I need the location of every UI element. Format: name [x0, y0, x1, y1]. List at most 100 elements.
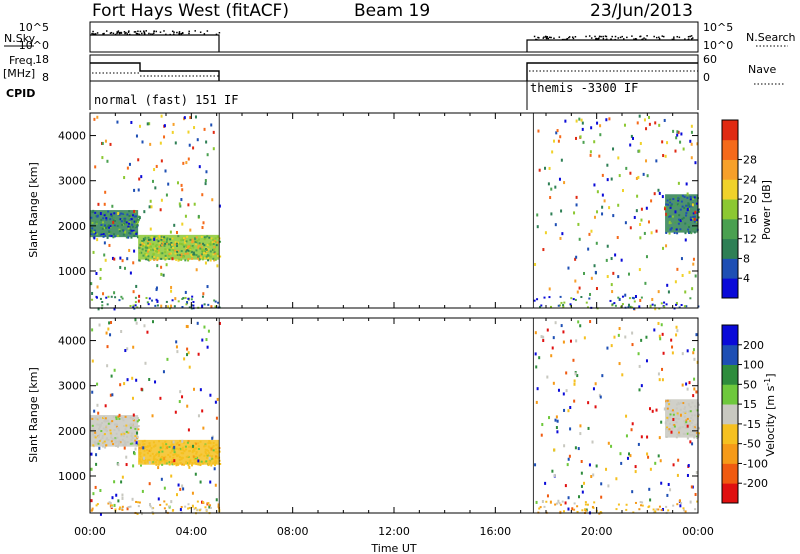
- nsky-point: [635, 38, 638, 41]
- echo-cell: [677, 199, 680, 202]
- echo-cell: [169, 455, 172, 458]
- echo-cell: [163, 124, 166, 128]
- echo-cell: [683, 407, 686, 410]
- echo-cell: [593, 140, 596, 144]
- echo-cell: [681, 426, 684, 429]
- echo-cell: [184, 214, 187, 218]
- echo-cell: [105, 218, 108, 221]
- echo-cell: [201, 226, 204, 230]
- echo-cell: [111, 420, 114, 423]
- echo-cell: [160, 238, 163, 241]
- echo-cell: [629, 305, 632, 308]
- freq-tick-bottom: 8: [42, 71, 49, 84]
- echo-cell: [153, 168, 156, 172]
- echo-cell: [679, 408, 682, 411]
- echo-cell: [178, 448, 181, 451]
- echo-cell: [652, 508, 655, 511]
- echo-cell: [135, 232, 138, 235]
- time-axis-label: Time UT: [370, 542, 416, 554]
- echo-cell: [132, 229, 135, 232]
- echo-cell: [143, 324, 146, 328]
- echo-cell: [184, 445, 187, 448]
- echo-cell: [686, 204, 689, 207]
- echo-cell: [678, 499, 681, 503]
- echo-cell: [171, 460, 174, 463]
- echo-cell: [695, 202, 698, 205]
- echo-cell: [128, 248, 131, 252]
- echo-cell: [131, 376, 134, 380]
- echo-cell: [560, 209, 563, 213]
- echo-cell: [688, 433, 691, 436]
- echo-cell: [650, 199, 653, 203]
- echo-cell: [128, 217, 131, 220]
- echo-cell: [663, 305, 666, 308]
- echo-cell: [189, 249, 192, 252]
- echo-cell: [633, 215, 636, 219]
- echo-cell: [670, 227, 673, 230]
- echo-cell: [160, 272, 163, 276]
- echo-cell: [115, 432, 118, 435]
- echo-cell: [695, 211, 698, 214]
- nsky-point: [633, 38, 635, 40]
- echo-cell: [687, 464, 690, 468]
- echo-cell: [193, 202, 196, 206]
- echo-cell: [190, 304, 193, 307]
- echo-cell: [195, 236, 198, 239]
- echo-cell: [554, 185, 557, 189]
- echo-cell: [99, 233, 102, 236]
- echo-cell: [182, 452, 185, 455]
- colorbar-segment: [722, 423, 738, 445]
- echo-cell: [91, 221, 94, 224]
- echo-cell: [107, 210, 110, 213]
- echo-cell: [658, 307, 661, 310]
- echo-cell: [190, 446, 193, 449]
- echo-cell: [176, 455, 179, 458]
- nsky-point: [535, 38, 537, 41]
- echo-cell: [213, 246, 216, 249]
- echo-cell: [123, 218, 126, 221]
- echo-cell: [208, 451, 211, 454]
- echo-cell: [170, 500, 173, 504]
- echo-cell: [187, 157, 190, 161]
- echo-cell: [208, 505, 211, 509]
- echo-cell: [216, 235, 219, 238]
- echo-cell: [173, 223, 176, 227]
- echo-cell: [659, 337, 662, 341]
- echo-cell: [97, 435, 100, 438]
- echo-cell: [208, 456, 211, 460]
- echo-cell: [539, 305, 542, 308]
- echo-cell: [133, 425, 136, 428]
- echo-cell: [120, 433, 123, 436]
- nsky-trace: [90, 30, 698, 52]
- echo-cell: [619, 452, 622, 456]
- echo-cell: [124, 431, 127, 434]
- echo-cell: [181, 463, 184, 466]
- echo-cell: [129, 416, 132, 419]
- echo-cell: [687, 224, 690, 227]
- echo-cell: [673, 231, 676, 234]
- echo-cell: [161, 450, 164, 453]
- echo-cell: [637, 352, 640, 356]
- echo-cell: [572, 298, 575, 301]
- echo-cell: [184, 241, 187, 244]
- echo-cell: [116, 426, 119, 429]
- echo-cell: [100, 224, 103, 227]
- echo-cell: [98, 323, 101, 327]
- echo-cell: [614, 304, 617, 307]
- echo-cell: [640, 296, 643, 299]
- echo-cell: [697, 210, 700, 213]
- nsky-point: [671, 38, 674, 41]
- echo-cell: [194, 115, 197, 119]
- echo-cell: [188, 460, 191, 463]
- echo-cell: [122, 229, 125, 232]
- echo-cell: [193, 126, 196, 130]
- echo-cell: [181, 297, 184, 300]
- echo-cell: [94, 442, 97, 445]
- echo-cell: [125, 435, 128, 438]
- echo-cell: [144, 256, 147, 259]
- nave-label: Nave: [748, 63, 776, 76]
- nsky-point: [689, 35, 691, 38]
- echo-cell: [690, 232, 693, 235]
- echo-cell: [91, 328, 94, 332]
